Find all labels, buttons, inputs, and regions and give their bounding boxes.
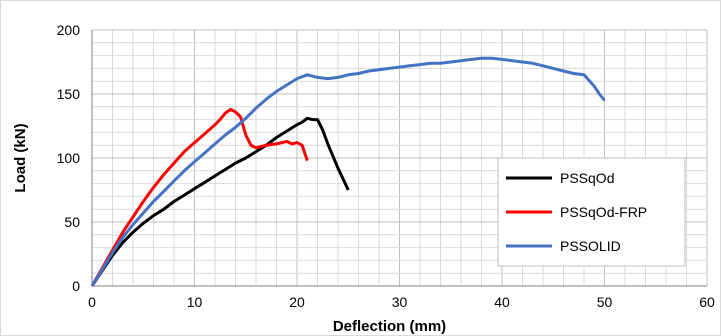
series-line-2 [90,107,309,287]
x-tick-label: 60 [699,294,715,310]
series-line-1 [90,116,350,287]
x-tick-label: 50 [597,294,613,310]
x-tick-label: 0 [88,294,96,310]
x-tick-label: 30 [392,294,408,310]
legend-label: PSSqOd-FRP [560,204,647,220]
y-tick-label: 50 [64,214,80,230]
legend: PSSqOd PSSqOd-FRP PSSOLID [497,157,686,267]
x-tick-label: 10 [187,294,203,310]
legend-label: PSSOLID [560,238,621,254]
series-line-3 [90,56,606,287]
y-tick-label: 150 [57,86,81,102]
x-tick-label: 40 [494,294,510,310]
series-lines [90,56,606,287]
axes [91,30,707,287]
x-axis-title: Deflection (mm) [333,318,446,335]
y-tick-label: 100 [57,150,81,166]
legend-label: PSSqOd [560,170,614,186]
y-tick-label: 200 [57,22,81,38]
tick-labels: 0 10 20 30 40 50 60 0 50 100 150 200 [57,22,715,310]
y-axis-title: Load (kN) [12,123,29,192]
x-tick-label: 20 [289,294,305,310]
y-tick-label: 0 [72,278,80,294]
